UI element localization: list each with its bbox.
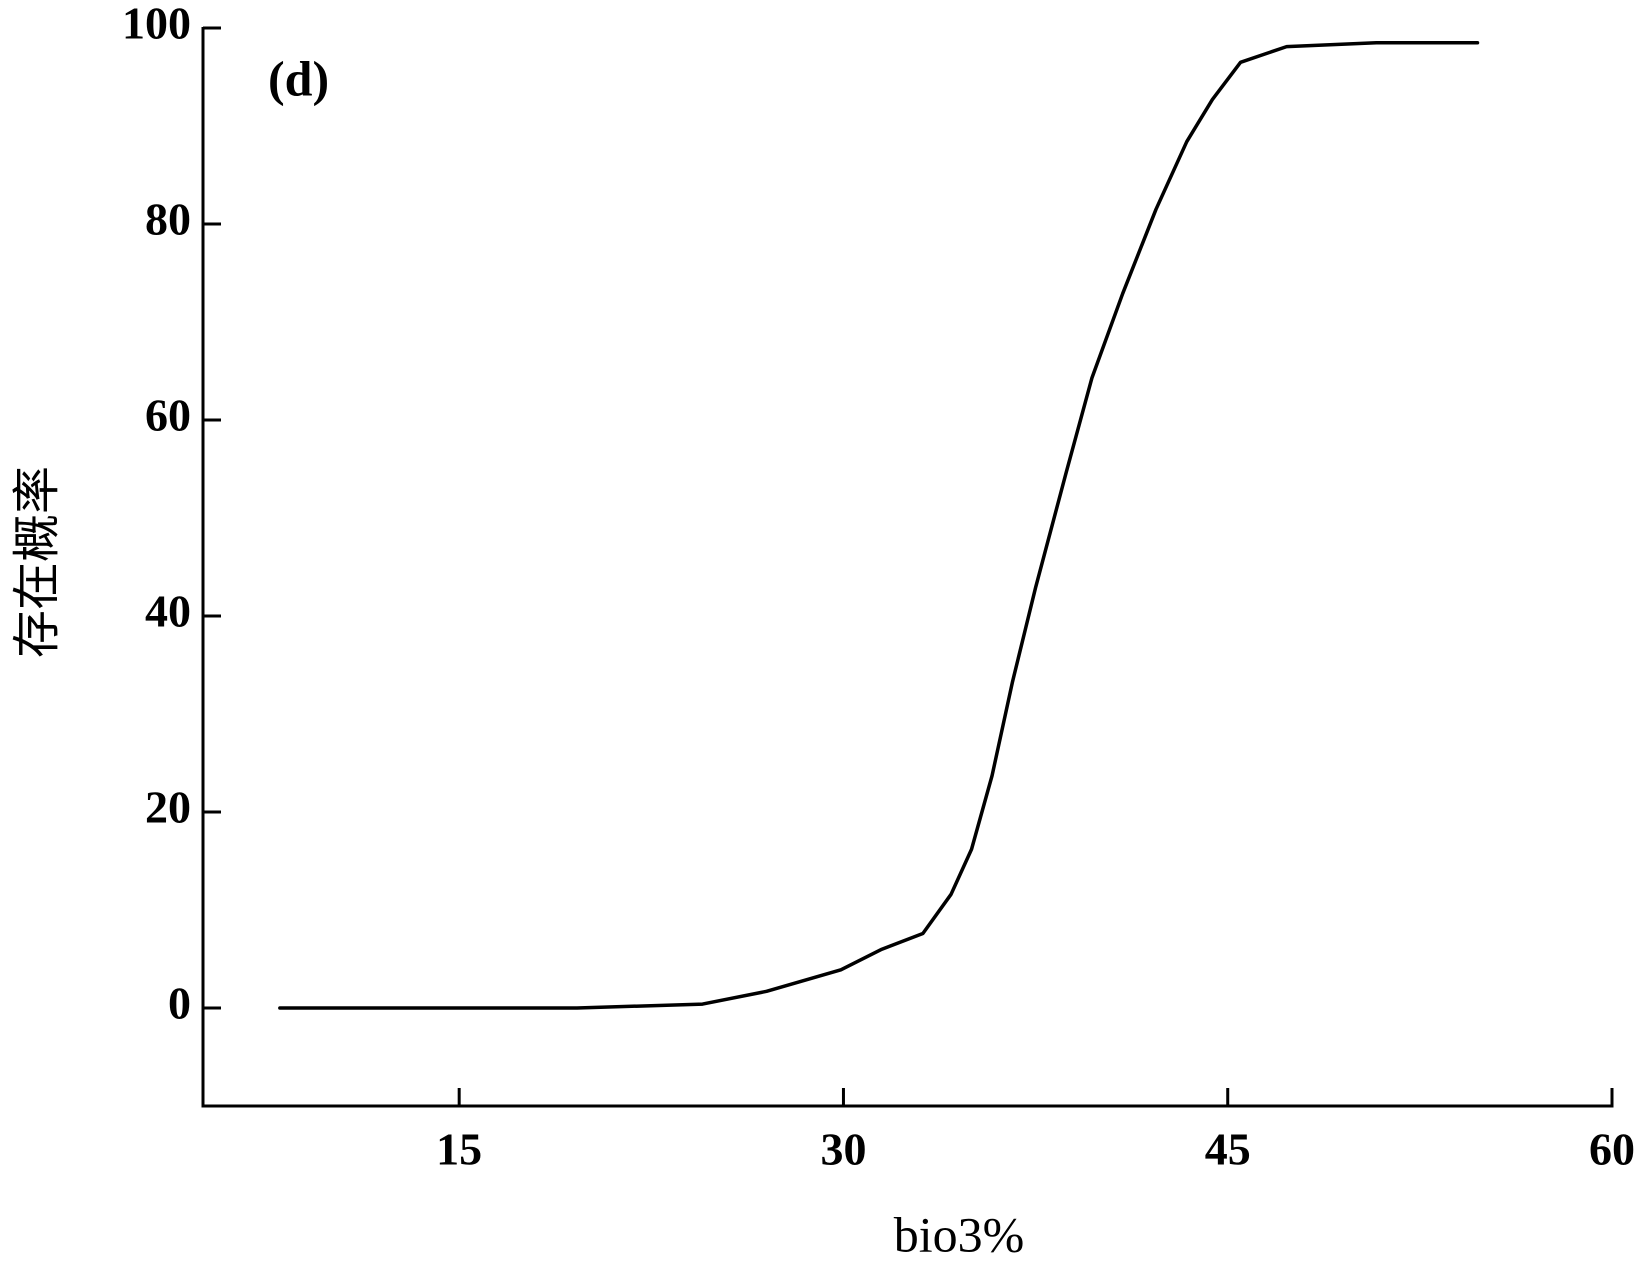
panel-label: (d) — [268, 50, 329, 106]
x-axis-label: bio3% — [894, 1206, 1025, 1262]
y-tick-label: 80 — [145, 194, 191, 245]
x-tick-label: 45 — [1205, 1124, 1251, 1175]
x-tick-label: 60 — [1589, 1124, 1635, 1175]
y-axis-label: 存在概率 — [11, 466, 64, 658]
y-tick-label: 40 — [145, 586, 191, 637]
x-tick-label: 30 — [820, 1124, 866, 1175]
y-tick-label: 60 — [145, 390, 191, 441]
y-tick-label: 0 — [168, 978, 191, 1029]
x-tick-label: 15 — [436, 1124, 482, 1175]
y-tick-label: 20 — [145, 782, 191, 833]
y-tick-label: 100 — [122, 0, 191, 49]
line-series — [278, 40, 1480, 1010]
